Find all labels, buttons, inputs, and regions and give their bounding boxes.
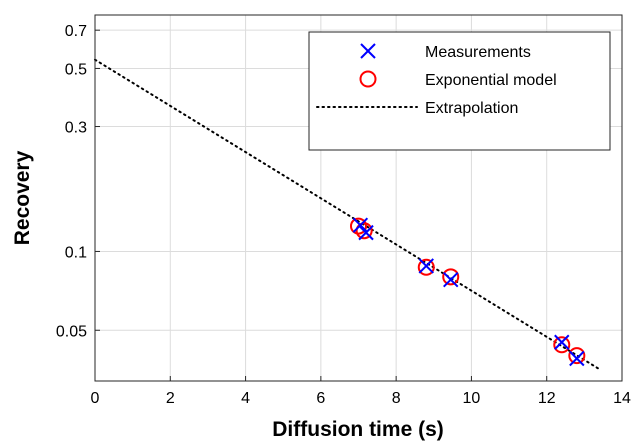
measurement-point <box>569 350 585 367</box>
extrapolation-line <box>94 58 601 371</box>
measurement-point <box>358 224 374 241</box>
x-tick-label: 2 <box>166 390 175 407</box>
y-tick-label: 0.05 <box>56 323 87 340</box>
x-tick-label: 8 <box>392 390 401 407</box>
x-axis-title: Diffusion time (s) <box>272 418 444 441</box>
x-tick-label: 14 <box>613 390 631 407</box>
measurement-point <box>443 271 459 288</box>
model-point <box>417 258 435 276</box>
legend-label-extrapolation: Extrapolation <box>425 100 518 117</box>
model-point <box>442 268 460 286</box>
legend-circle-icon <box>359 70 377 88</box>
y-tick-label: 0.7 <box>65 23 87 40</box>
measurement-point <box>554 334 570 350</box>
x-tick-label: 6 <box>316 390 325 407</box>
measurement-point <box>352 217 369 233</box>
model-point <box>350 217 367 235</box>
y-axis-title: Recovery <box>11 150 34 245</box>
x-tick-label: 10 <box>463 390 481 407</box>
legend-cross-icon <box>360 43 376 59</box>
x-tick-label: 4 <box>241 390 250 407</box>
legend-box <box>308 31 611 151</box>
y-tick-label: 0.5 <box>65 61 87 78</box>
model-point <box>568 347 586 365</box>
plot-frame <box>94 14 623 382</box>
y-tick-label: 0.3 <box>65 120 87 137</box>
series-layer <box>94 58 601 371</box>
y-tick-label: 0.1 <box>65 244 87 261</box>
legend-label-model: Exponential model <box>425 72 557 89</box>
legend-label-measurements: Measurements <box>425 44 531 61</box>
x-tick-label: 0 <box>91 390 100 407</box>
model-point <box>355 222 373 240</box>
model-point <box>553 336 571 354</box>
measurement-point <box>418 258 434 274</box>
axis-ticks: 0 2 4 6 8 10 12 14 0.05 0.1 0.3 0.5 0.7 <box>56 23 631 407</box>
x-tick-label: 12 <box>538 390 556 407</box>
legend: Measurements Exponential model Extrapolati… <box>308 31 611 151</box>
